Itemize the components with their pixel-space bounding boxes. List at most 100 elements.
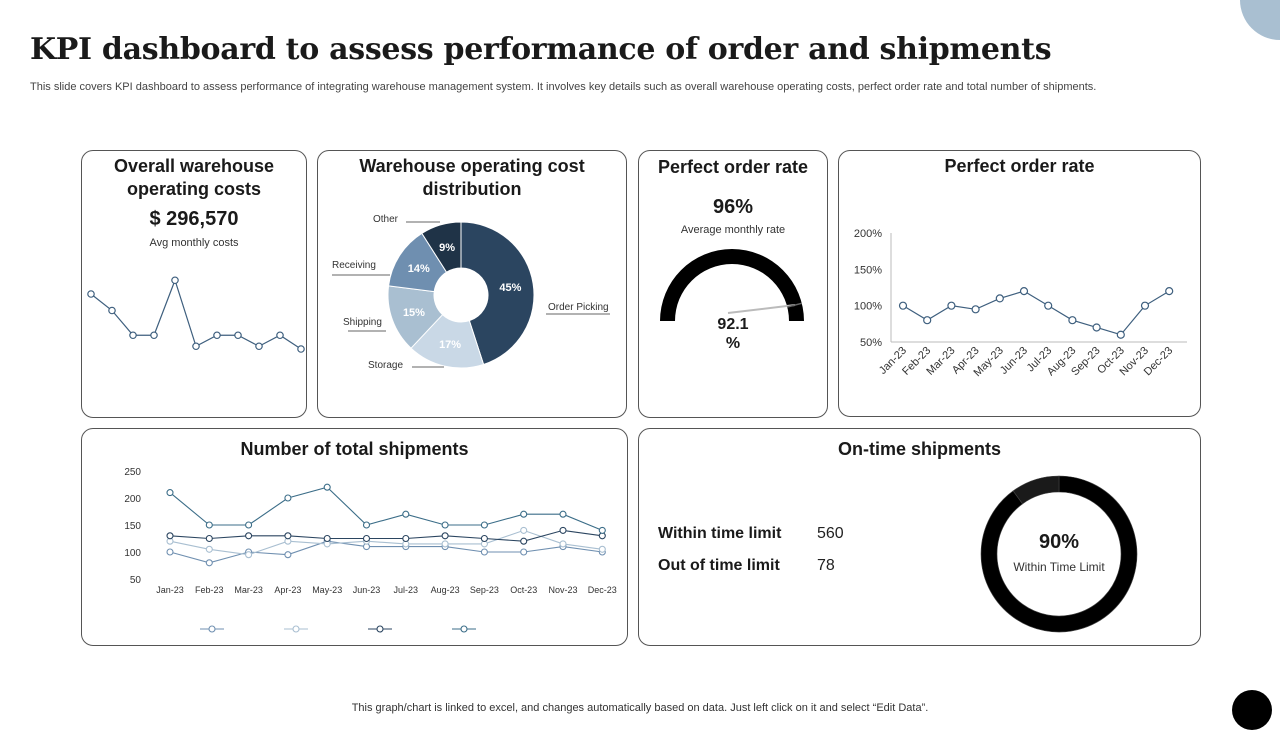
shipments-xtick-jan-23: Jan-23	[156, 585, 184, 595]
shipments-ytick-50: 50	[130, 575, 142, 586]
gauge-reading-unit: %	[725, 335, 741, 352]
legend-label-order-picking: Order Picking	[548, 302, 609, 313]
rate-point-feb-23	[923, 316, 932, 325]
shipments-series-4-point-3	[245, 521, 253, 529]
shipments-series-1-point-9	[480, 548, 488, 556]
slice-label-storage: 17%	[439, 339, 461, 351]
on-time-donut	[980, 475, 1138, 633]
rate-point-oct-23	[1116, 330, 1125, 339]
rate-panel: Perfect order rate 50% 100% 150% 200% Jan-23…	[838, 150, 1201, 417]
shipments-series-1-line	[169, 540, 603, 564]
shipments-legend-2-marker	[292, 625, 300, 633]
shipments-series-3-point-1	[166, 532, 174, 540]
distribution-panel: Warehouse operating cost distribution 45…	[317, 150, 627, 418]
distribution-panel-title: Warehouse operating cost distribution	[359, 156, 585, 199]
shipments-series-3-point-11	[559, 526, 567, 534]
slice-label-other: 9%	[439, 242, 455, 254]
page-subtitle: This slide covers KPI dashboard to asses…	[30, 81, 1097, 93]
gauge-panel: Perfect order rate 96% Average monthly r…	[638, 150, 828, 418]
costs-value: $ 296,570	[149, 208, 239, 230]
rate-point-jan-23	[898, 301, 908, 310]
gauge-value: 96%	[712, 196, 754, 218]
shipments-panel: Number of total shipments 50 100 150 200 250…	[81, 428, 628, 646]
costs-caption: Avg monthly costs	[149, 237, 239, 249]
rate-point-nov-23	[1140, 301, 1150, 310]
shipments-panel-title: Number of total shipments	[240, 439, 469, 459]
slice-label-shipping: 15%	[403, 307, 425, 319]
shipments-series-2-point-11	[559, 540, 567, 548]
ontime-panel: On-time shipments Within time limit 560 …	[638, 428, 1201, 646]
ontime-donut-value: 90%	[1038, 531, 1080, 553]
shipments-series-4-point-11	[559, 510, 567, 518]
ontime-slice-out-of-time-limit	[1012, 475, 1060, 505]
shipments-series-1-point-4	[284, 551, 292, 559]
legend-label-receiving: Receiving	[332, 260, 376, 271]
total-shipments-chart: 50 100 150 200 250 Jan-23 Feb-23 Mar-23 Apr-23 Ma…	[124, 467, 617, 633]
rate-ytick-3: 150%	[854, 264, 882, 276]
rate-ytick-2: 100%	[854, 301, 882, 313]
costs-trend-point-6	[192, 342, 200, 351]
gauge-arc	[660, 249, 804, 321]
costs-trend-point-11	[297, 345, 305, 353]
rate-point-jun-23	[1019, 287, 1029, 296]
shipments-series-4-point-9	[480, 521, 488, 529]
slice-label-receiving: 14%	[408, 263, 430, 275]
legend-label-storage: Storage	[368, 360, 403, 371]
rate-point-aug-23	[1068, 316, 1077, 325]
shipments-series-3-point-2	[205, 534, 213, 543]
ontime-donut-caption: Within Time Limit	[1013, 560, 1105, 574]
costs-trend-point-4	[150, 331, 158, 340]
shipments-series-3-point-6	[362, 534, 371, 543]
rate-point-sep-23	[1092, 323, 1101, 332]
slice-order-picking	[460, 221, 535, 366]
shipments-series-2-point-12	[598, 545, 606, 553]
shipments-legend-4-marker	[460, 625, 468, 633]
gauge-caption: Average monthly rate	[680, 224, 786, 236]
out-of-limit-value: 78	[817, 557, 835, 574]
page-title: KPI dashboard to assess performance of o…	[30, 32, 1052, 67]
out-of-limit-label: Out of time limit	[658, 557, 780, 574]
order-rate-gauge	[660, 249, 804, 321]
shipments-series-3-line	[169, 529, 603, 542]
rate-ytick-1: 50%	[860, 337, 882, 349]
gauge-needle	[727, 304, 796, 314]
shipments-series-3-point-7	[402, 534, 410, 543]
costs-trend-chart	[87, 276, 305, 353]
costs-trend-point-7	[213, 331, 221, 340]
gauge-marker	[787, 302, 802, 308]
shipments-xtick-nov-23: Nov-23	[548, 585, 577, 595]
shipments-xtick-apr-23: Apr-23	[274, 585, 301, 595]
shipments-series-4-point-12	[598, 526, 606, 534]
costs-trend-point-5	[171, 276, 179, 285]
rate-point-mar-23	[947, 301, 956, 310]
ontime-slice-within-time-limit	[980, 475, 1138, 633]
shipments-series-4-point-10	[520, 510, 528, 518]
shipments-xtick-may-23: May-23	[312, 585, 342, 595]
shipments-xtick-jun-23: Jun-23	[353, 585, 381, 595]
slice-label-order-picking: 45%	[499, 282, 521, 294]
shipments-series-4-point-6	[362, 521, 371, 529]
shipments-series-3-point-3	[245, 532, 253, 540]
rate-panel-title: Perfect order rate	[944, 156, 1095, 176]
shipments-series-2-line	[169, 529, 603, 556]
gauge-reading-number: 92.1	[717, 316, 749, 333]
within-limit-value: 560	[817, 525, 844, 542]
shipments-series-3-point-9	[480, 534, 488, 543]
shipments-series-3-point-4	[284, 532, 292, 540]
rate-point-may-23	[995, 294, 1004, 303]
rate-line	[902, 290, 1170, 336]
shipments-ytick-100: 100	[124, 548, 141, 559]
perfect-order-rate-chart: 50%100%150%200%Jan-23Feb-23Mar-23Apr-23M…	[854, 228, 1187, 379]
cost-distribution-chart: 45% Order Picking 17% Storage 15% Shipping 14%…	[332, 214, 610, 371]
costs-trend-point-10	[276, 331, 284, 340]
shipments-series-4-point-5	[323, 483, 331, 491]
legend-label-shipping: Shipping	[343, 317, 382, 328]
shipments-xtick-dec-23: Dec-23	[588, 585, 617, 595]
shipments-series-4-point-8	[441, 521, 449, 529]
shipments-series-1-point-10	[520, 548, 528, 556]
shipments-ytick-200: 200	[124, 494, 141, 505]
rate-ytick-4: 200%	[854, 228, 882, 240]
decorative-circle-top-right	[1240, 0, 1280, 40]
gauge-panel-title: Perfect order rate	[657, 157, 809, 177]
shipments-legend-1-marker	[208, 625, 216, 633]
